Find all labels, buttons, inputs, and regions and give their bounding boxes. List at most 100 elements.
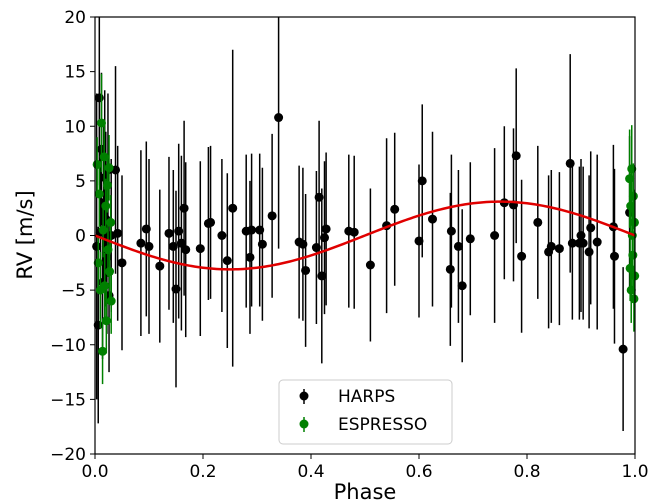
harps-point <box>195 244 205 254</box>
espresso-point <box>101 316 111 326</box>
harps-point <box>257 239 267 249</box>
harps-point <box>94 93 104 103</box>
y-tick-label: 0 <box>75 227 86 247</box>
y-tick-label: 15 <box>64 63 86 83</box>
harps-point <box>155 261 165 271</box>
espresso-point <box>98 346 108 356</box>
harps-point <box>576 231 586 240</box>
harps-point <box>584 247 594 257</box>
harps-point <box>298 239 308 249</box>
espresso-point <box>103 245 113 255</box>
espresso-point <box>96 118 106 128</box>
harps-point <box>255 225 265 235</box>
harps-point <box>222 256 232 266</box>
y-tick-label: 5 <box>75 172 86 192</box>
harps-point <box>228 203 238 213</box>
espresso-point <box>92 159 102 169</box>
legend-box <box>278 379 453 445</box>
espresso-point <box>98 225 108 235</box>
harps-point <box>171 284 181 294</box>
espresso-point <box>101 201 111 211</box>
x-tick-label: 0.2 <box>189 462 216 482</box>
harps-point <box>457 281 467 291</box>
harps-point <box>428 214 437 224</box>
y-tick-label: −5 <box>61 281 86 301</box>
legend-harps-marker <box>299 391 309 401</box>
harps-point <box>533 217 543 227</box>
espresso-point <box>100 281 110 291</box>
harps-point <box>554 244 564 254</box>
harps-point <box>181 245 191 255</box>
y-axis: 20 15 10 5 0 −5 −10 −15 −20 <box>50 8 95 465</box>
harps-point <box>217 231 227 240</box>
harps-point <box>414 236 424 246</box>
harps-point <box>511 151 521 161</box>
harps-point <box>445 264 455 274</box>
harps-point <box>490 231 500 240</box>
espresso-point <box>627 164 637 174</box>
harps-point <box>141 224 151 234</box>
harps-point <box>267 211 277 221</box>
legend-harps-label: HARPS <box>338 387 395 407</box>
espresso-point <box>629 294 639 304</box>
harps-point <box>349 227 359 237</box>
harps-point <box>206 217 216 227</box>
y-tick-label: −10 <box>50 336 86 356</box>
harps-point <box>417 176 427 186</box>
harps-point <box>320 233 329 243</box>
harps-point <box>618 344 628 354</box>
espresso-point <box>99 152 109 162</box>
x-axis: 0.0 0.2 0.4 0.6 0.8 1.0 <box>81 454 649 482</box>
harps-point <box>301 265 311 275</box>
harps-point <box>144 241 154 251</box>
harps-point <box>136 238 146 248</box>
harps-point <box>546 241 556 251</box>
harps-point <box>113 228 123 238</box>
harps-point <box>247 225 257 235</box>
espresso-point <box>93 258 103 268</box>
legend-espresso-label: ESPRESSO <box>338 415 427 435</box>
espresso-point <box>626 201 636 211</box>
x-tick-label: 1.0 <box>621 462 648 482</box>
series-harps <box>92 17 635 432</box>
y-tick-label: 20 <box>64 8 86 28</box>
harps-point <box>578 238 588 248</box>
espresso-point <box>628 191 638 201</box>
espresso-point <box>628 250 638 260</box>
y-tick-label: 10 <box>64 117 86 137</box>
model-curve <box>94 200 636 271</box>
harps-point <box>586 223 596 233</box>
series-espresso <box>92 73 640 385</box>
harps-point <box>390 204 400 214</box>
harps-point <box>179 203 189 213</box>
harps-point <box>274 113 284 123</box>
harps-point <box>446 226 456 236</box>
x-tick-label: 0.8 <box>513 462 540 482</box>
harps-point <box>314 192 324 202</box>
y-tick-label: −20 <box>50 445 86 465</box>
espresso-point <box>106 217 116 227</box>
legend-espresso-marker <box>299 419 309 429</box>
harps-point <box>174 226 184 236</box>
plot-area <box>92 17 640 432</box>
harps-point <box>465 234 475 244</box>
harps-point <box>565 158 575 168</box>
x-tick-label: 0.4 <box>297 462 324 482</box>
harps-point <box>321 224 331 234</box>
harps-point <box>453 241 463 251</box>
harps-point <box>609 251 619 261</box>
espresso-point <box>94 189 104 199</box>
harps-point <box>317 271 327 281</box>
harps-point <box>92 241 102 251</box>
espresso-point <box>625 174 635 184</box>
espresso-point <box>105 267 115 277</box>
harps-point <box>168 241 178 251</box>
harps-point <box>311 243 321 253</box>
espresso-point <box>102 180 112 190</box>
harps-point <box>117 258 127 268</box>
legend-entry-espresso: ESPRESSO <box>299 415 427 435</box>
harps-point <box>592 237 602 247</box>
x-tick-label: 0.0 <box>81 462 108 482</box>
harps-point <box>164 228 174 238</box>
